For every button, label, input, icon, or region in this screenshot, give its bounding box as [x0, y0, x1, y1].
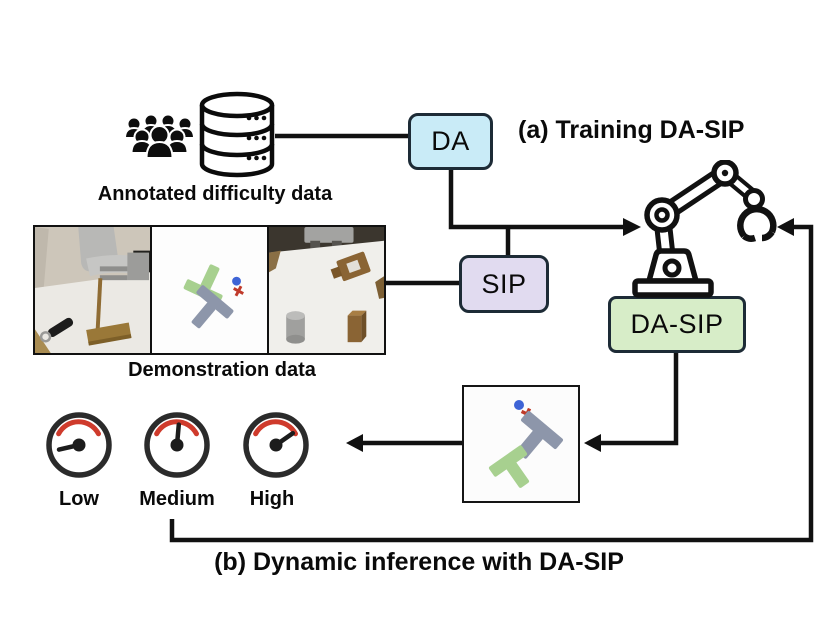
gauge-low-icon — [46, 412, 112, 478]
push-t-state-image — [462, 385, 580, 503]
heading-inference: (b) Dynamic inference with DA-SIP — [214, 548, 624, 576]
line-feedback-loop — [169, 224, 814, 543]
arrowhead-into-preview — [584, 434, 601, 452]
line-dasip-to-preview — [592, 352, 679, 446]
sip-node: SIP — [459, 255, 549, 313]
gauge-high-icon — [243, 412, 309, 478]
push-t-state-drawing — [488, 400, 563, 488]
gauge-label-medium: Medium — [139, 488, 215, 510]
demonstration-data-caption: Demonstration data — [128, 359, 316, 381]
da-sip-node-label: DA-SIP — [630, 309, 724, 339]
gauge-label-low: Low — [59, 488, 99, 510]
annotated-data-caption: Annotated difficulty data — [97, 183, 333, 205]
heading-training: (a) Training DA-SIP — [518, 116, 745, 144]
da-node: DA — [408, 113, 493, 170]
arrowhead-into-gauges — [346, 434, 363, 452]
demo-image-push-t — [152, 227, 267, 353]
demo-image-sim-robot-arm — [35, 227, 150, 353]
demonstration-images — [33, 225, 386, 355]
gauge-label-high: High — [249, 488, 295, 510]
da-sip-node: DA-SIP — [608, 296, 746, 353]
arrowhead-into-robot — [623, 218, 641, 236]
robot-arm-icon — [632, 160, 777, 298]
database-icon — [199, 91, 275, 178]
gauge-medium-icon — [144, 412, 210, 478]
arrowhead-into-gripper — [777, 218, 794, 236]
line-da-to-robot — [448, 168, 628, 230]
sip-node-label: SIP — [481, 268, 527, 299]
da-node-label: DA — [431, 126, 470, 156]
demo-image-tabletop-assembly — [269, 227, 384, 353]
crowd-icon — [123, 113, 196, 159]
